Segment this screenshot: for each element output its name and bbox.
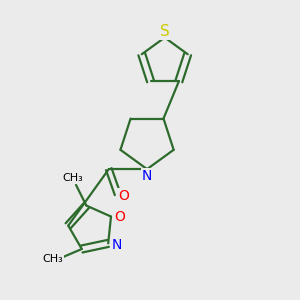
Text: O: O xyxy=(118,189,129,202)
Text: CH₃: CH₃ xyxy=(43,254,63,264)
Text: N: N xyxy=(111,238,122,252)
Text: N: N xyxy=(142,169,152,183)
Text: S: S xyxy=(160,23,169,38)
Text: CH₃: CH₃ xyxy=(63,173,83,184)
Text: O: O xyxy=(114,209,125,224)
